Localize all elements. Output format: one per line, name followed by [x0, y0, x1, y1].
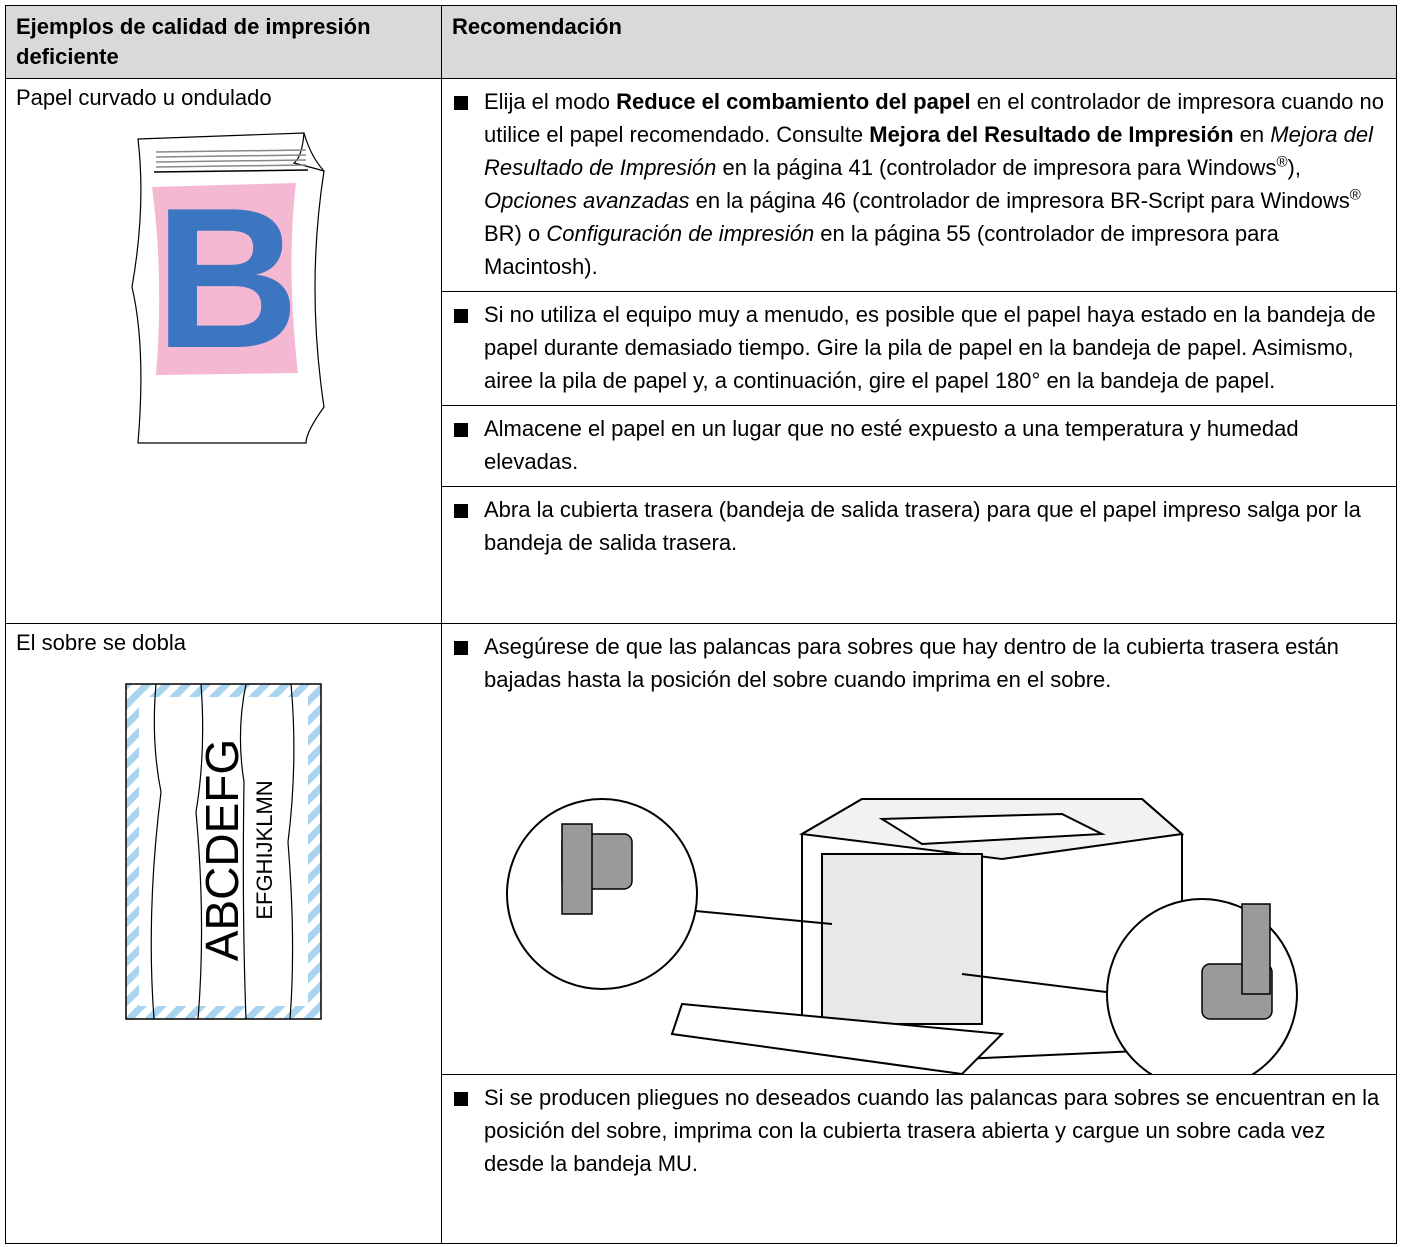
text-run: Reduce el combamiento del papel — [616, 89, 971, 114]
row: El sobre se dobla ABCDEFG EFGHIJKLMN — [5, 623, 1397, 1244]
text-run: ), — [1287, 155, 1301, 180]
header-cell: Recomendación — [441, 5, 1397, 79]
recommendation: Si no utiliza el equipo muy a menudo, es… — [442, 291, 1396, 405]
recommendation: Asegúrese de que las palancas para sobre… — [442, 624, 1396, 704]
image-letter: B — [155, 167, 299, 390]
recommendation: Elija el modo Reduce el combamiento del … — [442, 79, 1396, 291]
text-run: en el controlador de impresora cuando no… — [484, 89, 1384, 147]
text-run: BR) o — [484, 221, 547, 246]
example-label: Papel curvado u ondulado — [16, 85, 272, 110]
text-run: Opciones avanzadas — [484, 188, 690, 213]
recommendation-cell: Asegúrese de que las palancas para sobre… — [441, 623, 1397, 1244]
header-cell: Ejemplos de calidad de impresión deficie… — [5, 5, 442, 79]
curled-paper-image: B — [131, 132, 325, 444]
recommendation: Abra la cubierta trasera (bandeja de sal… — [442, 486, 1396, 567]
text-run: Configuración de impresión — [546, 221, 815, 246]
envelope-text: EFGHIJKLMN — [252, 780, 277, 919]
envelope-text: ABCDEFG — [196, 739, 248, 961]
text-run: ® — [1276, 153, 1288, 171]
printer-illustration — [506, 798, 1298, 1074]
example-cell: El sobre se dobla ABCDEFG EFGHIJKLMN — [5, 623, 442, 1244]
text-run: en la página 41 (controlador de impresor… — [716, 155, 1277, 180]
recommendation-cell: Elija el modo Reduce el combamiento del … — [441, 78, 1397, 624]
quality-table: Ejemplos de calidad de impresión deficie… — [5, 5, 1397, 1244]
text-run: ® — [1349, 186, 1361, 204]
example-label: El sobre se dobla — [16, 630, 186, 655]
text-run: en — [1233, 122, 1271, 147]
text-run: Mejora del Resultado de Impresión — [869, 122, 1234, 147]
header-row: Ejemplos de calidad de impresión deficie… — [5, 5, 1397, 79]
recommendation: Almacene el papel en un lugar que no est… — [442, 405, 1396, 486]
row: Papel curvado u ondulado B Elija el modo… — [5, 78, 1397, 624]
text-run: en la página 46 (controlador de impresor… — [689, 188, 1350, 213]
recommendation: Si se producen pliegues no deseados cuan… — [442, 1074, 1396, 1188]
envelope-image: ABCDEFG EFGHIJKLMN — [125, 683, 322, 1020]
text-run: Elija el modo — [484, 89, 617, 114]
example-cell: Papel curvado u ondulado B — [5, 78, 442, 624]
text-run: Mejora del Resultado de Impresión — [484, 122, 1373, 180]
text-run: en la página 55 (controlador de impresor… — [484, 221, 1279, 279]
